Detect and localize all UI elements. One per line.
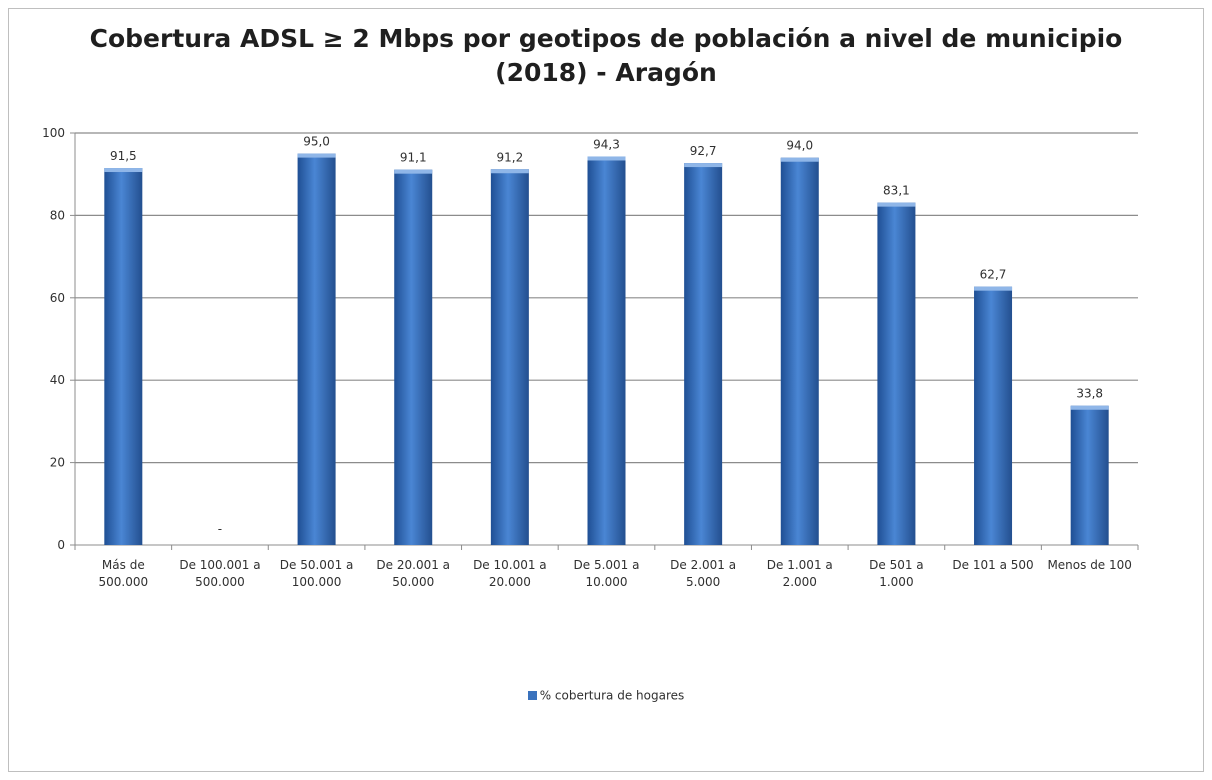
bar-top (877, 202, 916, 207)
x-category-label: 50.000 (392, 575, 434, 589)
x-category-label: De 100.001 a (179, 558, 260, 572)
data-labels: 91,5 - 95,0 91,1 91,2 94,3 92,7 94,0 83,1 62,7 33,… (110, 135, 1103, 536)
bar-top (587, 156, 626, 161)
legend-swatch (527, 691, 537, 700)
bar (490, 169, 529, 546)
x-category-label: De 101 a 500 (952, 558, 1033, 572)
bar-top (780, 157, 819, 162)
x-category-label: 10.000 (586, 575, 628, 589)
x-category-label: 2.000 (783, 575, 817, 589)
x-category-label: De 10.001 a (473, 558, 547, 572)
data-label: 92,7 (690, 144, 717, 158)
x-category-label: De 50.001 a (280, 558, 354, 572)
data-label: 91,5 (110, 149, 137, 163)
bar-top (394, 169, 433, 174)
data-label: 91,1 (400, 151, 427, 165)
y-tick-label: 60 (50, 291, 65, 305)
bar-top (974, 286, 1013, 291)
x-category-label: 1.000 (879, 575, 913, 589)
x-category-label: De 1.001 a (767, 558, 833, 572)
data-label: 95,0 (303, 135, 330, 149)
bar (684, 163, 723, 546)
x-category-label: 100.000 (292, 575, 342, 589)
bar (780, 157, 819, 545)
data-label: 62,7 (980, 268, 1007, 282)
y-tick-label: 100 (42, 126, 65, 140)
bar (104, 168, 143, 545)
chart-title-line-2: (2018) - Aragón (495, 58, 717, 87)
x-category-label: 500.000 (99, 575, 149, 589)
x-category-label: Menos de 100 (1047, 558, 1131, 572)
x-category-label: 500.000 (195, 575, 245, 589)
bars (104, 153, 1109, 546)
x-category-label: 5.000 (686, 575, 720, 589)
x-category-label: 20.000 (489, 575, 531, 589)
data-label: 94,3 (593, 137, 620, 151)
legend: % cobertura de hogares (0, 688, 1212, 703)
bar (297, 153, 336, 545)
bar (974, 286, 1013, 545)
y-tick-label: 80 (50, 208, 65, 222)
data-label: 91,2 (497, 150, 524, 164)
bar-top (684, 163, 723, 168)
data-label: 33,8 (1076, 387, 1103, 401)
bar (1070, 405, 1109, 545)
x-category-label: Más de (102, 558, 145, 572)
bar (587, 156, 626, 545)
bar-top (1070, 405, 1109, 410)
y-axis: 0 20 40 60 80 100 (42, 126, 1139, 552)
bar (877, 202, 916, 546)
y-tick-label: 40 (50, 373, 65, 387)
chart-title: Cobertura ADSL ≥ 2 Mbps por geotipos de … (0, 22, 1212, 90)
legend-label: % cobertura de hogares (539, 688, 685, 703)
y-tick-label: 20 (50, 456, 65, 470)
bar-top (104, 168, 143, 173)
chart-title-line-1: Cobertura ADSL ≥ 2 Mbps por geotipos de … (89, 24, 1123, 53)
bar (394, 169, 433, 545)
data-label: 83,1 (883, 184, 910, 198)
x-category-label: De 20.001 a (376, 558, 450, 572)
bar-top (297, 153, 336, 158)
y-tick-label: 0 (57, 538, 65, 552)
x-category-label: De 2.001 a (670, 558, 736, 572)
data-label: - (218, 522, 222, 536)
data-label: 94,0 (786, 139, 813, 153)
x-axis-labels: Más de 500.000 De 100.001 a 500.000 De 50.00… (99, 558, 1132, 589)
x-category-label: De 5.001 a (574, 558, 640, 572)
bar-top (490, 169, 529, 174)
x-category-label: De 501 a (869, 558, 924, 572)
